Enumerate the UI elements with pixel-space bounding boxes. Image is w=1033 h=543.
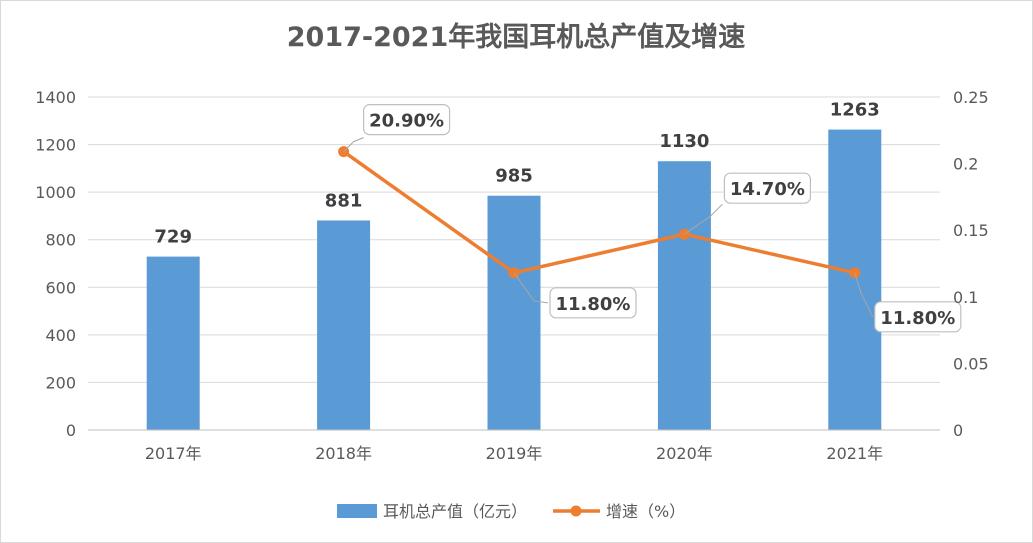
y-left-tick-label: 400 (45, 326, 76, 345)
bar-value-label: 1263 (830, 100, 880, 121)
x-tick-label: 2020年 (656, 444, 713, 463)
axes: 0 200 400 600 800 1000 1200 1400 0 0.05 0.1 0.15 0.2… (35, 88, 988, 463)
bar-value-label: 985 (495, 166, 533, 187)
growth-value-label: 11.80% (556, 294, 631, 315)
bar-value-label: 881 (325, 190, 363, 211)
callout-leader (684, 203, 723, 235)
y-right-tick-label: 0.1 (953, 288, 978, 307)
x-tick-label: 2021年 (826, 444, 883, 463)
data-labels: 729 881 985 1130 1263 20.90% 11.80% 14.70% 11.80… (154, 100, 962, 333)
x-tick-label: 2018年 (315, 444, 372, 463)
callout-leader (343, 137, 364, 152)
growth-value-label: 11.80% (880, 308, 955, 329)
y-left-tick-label: 0 (66, 421, 76, 440)
bar (828, 129, 882, 430)
growth-value-label: 14.70% (730, 179, 805, 200)
bar (487, 195, 541, 430)
y-left-tick-label: 800 (45, 231, 76, 250)
y-right-tick-label: 0.25 (953, 88, 989, 107)
legend-swatch-bar (337, 504, 377, 518)
legend-label-bar: 耳机总产值（亿元） (383, 502, 527, 521)
y-left-tick-label: 600 (45, 278, 76, 297)
x-tick-label: 2017年 (145, 444, 202, 463)
legend-swatch-point (570, 505, 582, 517)
bar (657, 161, 711, 430)
y-left-tick-label: 200 (45, 373, 76, 392)
gridlines (88, 96, 940, 383)
y-right-tick-label: 0.05 (953, 354, 989, 373)
y-right-tick-label: 0.2 (953, 155, 978, 174)
bar-value-label: 1130 (659, 131, 709, 152)
callout-box (363, 104, 451, 136)
growth-line (342, 150, 856, 275)
growth-value-label: 20.90% (369, 111, 444, 132)
y-left-tick-label: 1400 (35, 88, 76, 107)
legend: 耳机总产值（亿元） 增速（%） (337, 502, 685, 521)
callout-box (549, 287, 637, 319)
y-right-tick-label: 0.15 (953, 221, 989, 240)
bar-series (146, 129, 882, 430)
callout-box (723, 172, 812, 204)
x-tick-label: 2019年 (486, 444, 543, 463)
bar (146, 256, 200, 430)
callout-box (874, 301, 962, 333)
y-left-tick-label: 1200 (35, 136, 76, 155)
y-right-tick-label: 0 (953, 421, 963, 440)
y-left-tick-label: 1000 (35, 183, 76, 202)
callout-leader (854, 272, 874, 318)
chart-title: 2017-2021年我国耳机总产值及增速 (287, 21, 746, 53)
callout-leader (513, 272, 549, 304)
bar (317, 220, 371, 430)
bar-value-label: 729 (154, 227, 192, 248)
legend-label-line: 增速（%） (606, 502, 685, 521)
